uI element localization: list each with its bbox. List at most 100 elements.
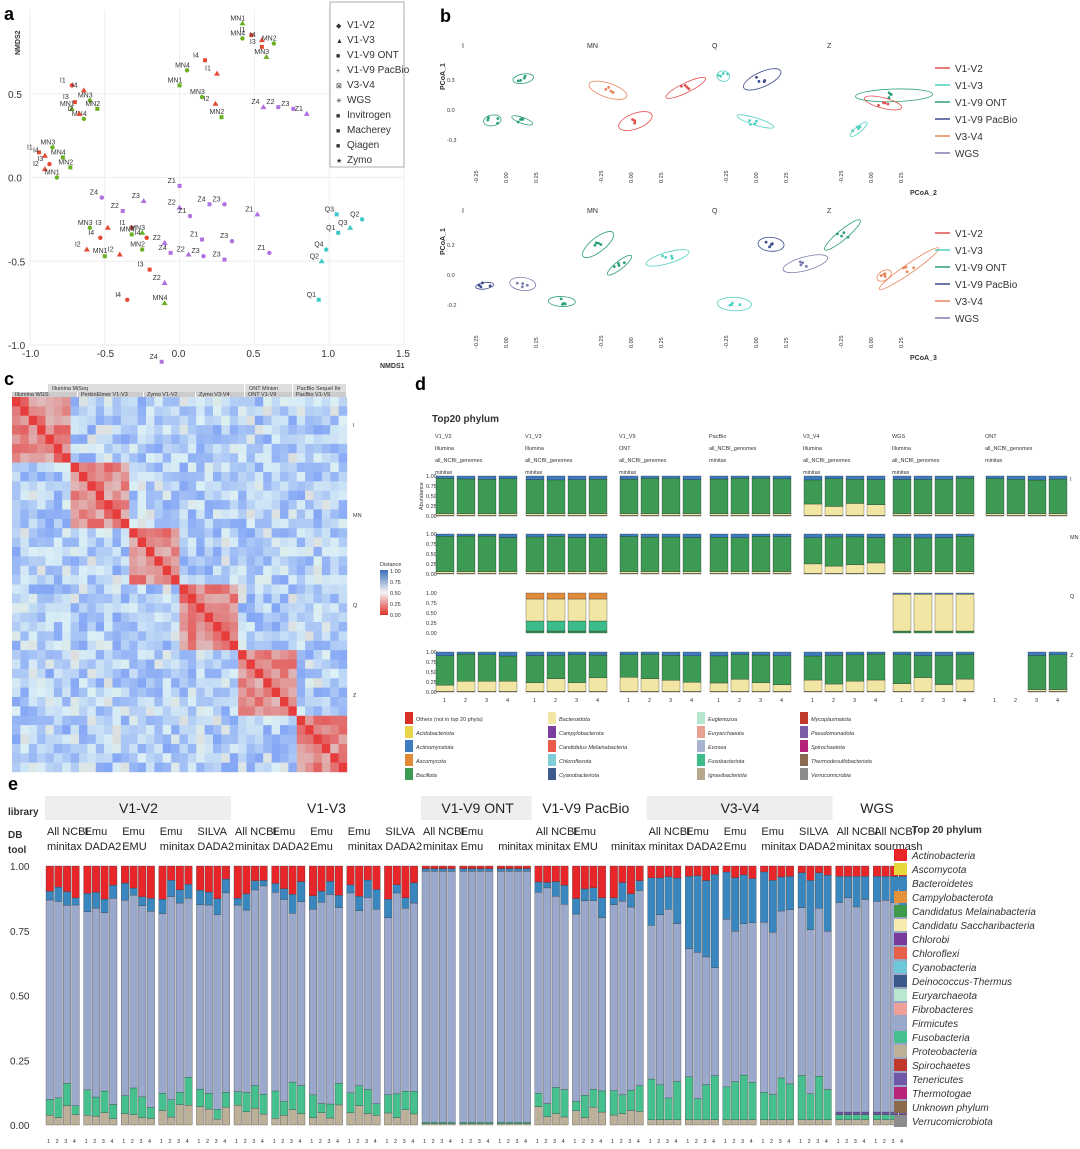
heatmap-cell (196, 584, 205, 595)
heatmap-cell (146, 725, 155, 735)
legend-swatch (894, 1045, 907, 1057)
x-tick-label: 3 (64, 1139, 67, 1145)
heatmap-cell (129, 556, 138, 566)
stacked-bar-segment (92, 907, 100, 1098)
heatmap-cell (53, 640, 63, 651)
y-tick-label: 1.00 (426, 591, 437, 597)
heatmap-cell (321, 406, 331, 416)
stacked-bar-segment (514, 865, 523, 869)
stacked-bar-segment (435, 536, 455, 572)
heatmap-cell (338, 528, 348, 538)
heatmap-group-header (48, 384, 244, 392)
heatmap-cell (305, 725, 314, 735)
legend-swatch (405, 712, 413, 724)
heatmap-cell (263, 500, 272, 510)
legend-swatch (894, 947, 907, 959)
point-label: I4 (193, 52, 199, 59)
heatmap-cell (37, 715, 46, 726)
heatmap-cell (196, 697, 205, 707)
stacked-bar-segment (459, 865, 468, 869)
heatmap-cell (254, 650, 264, 660)
stacked-bar-segment (866, 533, 886, 538)
x-tick-label: 1 (498, 1139, 501, 1145)
heatmap-cell (254, 462, 264, 473)
point-label: MN1 (45, 170, 60, 177)
heatmap-cell (246, 734, 256, 745)
stacked-bar-segment (392, 1117, 401, 1126)
stacked-bar-segment (346, 1092, 355, 1114)
heatmap-cell (305, 762, 314, 773)
x-tick-label: 0.25 (899, 172, 905, 183)
stacked-bar-segment (661, 478, 681, 514)
library-header-bg (646, 796, 833, 820)
heatmap-cell (296, 528, 306, 538)
heatmap-cell (238, 443, 247, 454)
heatmap-cell (95, 406, 105, 416)
heatmap-cell (280, 472, 289, 482)
stacked-bar-segment (525, 598, 545, 622)
heatmap-cell (20, 537, 29, 548)
stacked-bar-segment (768, 865, 777, 881)
heatmap-cell (12, 631, 21, 641)
stacked-bar-segment (760, 871, 769, 923)
heatmap-cell (162, 462, 172, 473)
stacked-bar-segment (852, 906, 861, 1113)
stacked-bar-segment (363, 897, 372, 1090)
stacked-bar-segment (158, 913, 167, 1094)
heatmap-cell (204, 697, 214, 707)
heatmap-cell (313, 490, 323, 501)
heatmap-cell (53, 537, 63, 548)
stacked-bar-segment (589, 1089, 598, 1108)
heatmap-cell (70, 472, 80, 482)
heatmap-cell (280, 518, 289, 529)
heatmap-cell (313, 715, 323, 726)
heatmap-cell (154, 650, 163, 660)
heatmap-cell (213, 547, 222, 557)
heatmap-cell (37, 584, 46, 595)
heatmap-cell (305, 668, 314, 679)
heatmap-cell (196, 687, 205, 698)
heatmap-cell (137, 518, 147, 529)
heatmap-cell (171, 406, 180, 416)
stacked-bar-segment (222, 878, 230, 894)
heatmap-cell (53, 415, 63, 426)
stacked-bar-segment (392, 865, 401, 885)
heatmap-cell (338, 556, 348, 566)
heatmap-cell (338, 547, 348, 557)
heatmap-cell (196, 490, 205, 501)
heatmap-cell (179, 612, 189, 623)
stacked-bar-segment (477, 533, 497, 537)
stacked-bar-segment (866, 537, 886, 564)
stacked-bar-segment (546, 533, 566, 537)
heatmap-cell (120, 528, 130, 538)
scatter-point (276, 105, 281, 110)
heatmap-cell (263, 453, 272, 463)
panel-letter-e: e (8, 774, 18, 794)
stacked-bar-segment (346, 892, 355, 1094)
heatmap-cell (28, 425, 38, 435)
x-tick-label: 0.0 (172, 349, 186, 360)
heatmap-cell (288, 472, 297, 482)
stacked-bar-segment (384, 1112, 393, 1126)
stacked-bar-segment (731, 931, 740, 1082)
heatmap-cell (37, 565, 46, 576)
stacked-bar-segment (815, 865, 823, 873)
heatmap-cell (305, 631, 314, 641)
scatter-point (161, 239, 168, 245)
heatmap-cell (137, 556, 147, 566)
heatmap-cell (62, 753, 71, 763)
x-tick-label: 1 (385, 1139, 388, 1145)
heatmap-cell (288, 668, 297, 679)
heatmap-cell (229, 706, 239, 716)
heatmap-cell (137, 725, 147, 735)
heatmap-cell (204, 547, 214, 557)
heatmap-cell (104, 415, 113, 426)
stacked-bar-segment (567, 533, 587, 538)
heatmap-cell (313, 425, 323, 435)
heatmap-cell (28, 406, 38, 416)
heatmap-cell (271, 434, 281, 445)
heatmap-cell (246, 406, 256, 416)
stacked-bar-segment (477, 535, 497, 572)
heatmap-cell (162, 490, 172, 501)
